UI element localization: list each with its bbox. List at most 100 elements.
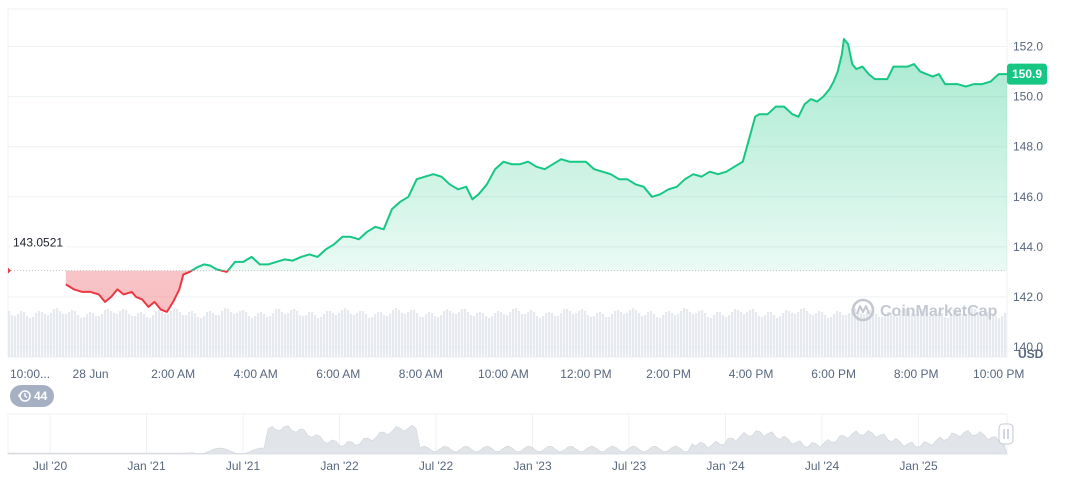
data-point[interactable] [152,299,157,304]
data-point[interactable] [241,259,246,264]
data-point[interactable] [177,287,182,292]
data-point[interactable] [616,177,621,182]
data-point[interactable] [773,104,778,109]
data-point[interactable] [340,234,345,239]
data-point[interactable] [674,184,679,189]
data-point[interactable] [740,159,745,164]
data-point[interactable] [724,169,729,174]
data-point[interactable] [866,72,871,77]
data-point[interactable] [854,67,859,72]
data-point[interactable] [164,309,169,314]
data-point[interactable] [365,229,370,234]
data-point[interactable] [526,159,531,164]
data-point[interactable] [266,262,271,267]
history-badge-bg[interactable] [10,385,54,407]
data-point[interactable] [839,52,844,57]
data-point[interactable] [63,282,68,287]
data-point[interactable] [835,69,840,74]
data-point[interactable] [96,292,101,297]
data-point[interactable] [943,82,948,87]
data-point[interactable] [955,82,960,87]
data-point[interactable] [802,102,807,107]
data-point[interactable] [484,182,489,187]
data-point[interactable] [158,307,163,312]
data-point[interactable] [912,62,917,67]
data-point[interactable] [80,289,85,294]
data-point[interactable] [224,269,229,274]
data-point[interactable] [567,159,572,164]
data-point[interactable] [831,79,836,84]
data-point[interactable] [257,262,262,267]
data-point[interactable] [121,292,126,297]
data-point[interactable] [765,112,770,117]
data-point[interactable] [996,72,1001,77]
data-point[interactable] [732,164,737,169]
data-point[interactable] [808,97,813,102]
data-point[interactable] [422,174,427,179]
data-point[interactable] [109,294,114,299]
data-point[interactable] [608,172,613,177]
data-point[interactable] [517,162,522,167]
data-point[interactable] [464,184,469,189]
data-point[interactable] [971,82,976,87]
data-point[interactable] [103,299,108,304]
price-line-layer[interactable] [63,37,1009,315]
data-point[interactable] [691,172,696,177]
data-point[interactable] [716,172,721,177]
data-point[interactable] [633,182,638,187]
data-point[interactable] [233,259,238,264]
data-point[interactable] [891,64,896,69]
data-point[interactable] [821,94,826,99]
data-point[interactable] [348,234,353,239]
data-point[interactable] [398,199,403,204]
data-point[interactable] [381,227,386,232]
data-point[interactable] [140,297,145,302]
data-point[interactable] [850,62,855,67]
data-point[interactable] [332,242,337,247]
data-point[interactable] [356,237,361,242]
data-point[interactable] [918,69,923,74]
data-point[interactable] [290,258,295,263]
data-point[interactable] [88,289,93,294]
data-point[interactable] [550,162,555,167]
data-point[interactable] [133,294,138,299]
data-point[interactable] [592,167,597,172]
data-point[interactable] [658,192,663,197]
data-point[interactable] [988,79,993,84]
data-point[interactable] [897,64,902,69]
data-point[interactable] [129,289,134,294]
data-point[interactable] [282,257,287,262]
data-point[interactable] [827,87,832,92]
data-point[interactable] [885,77,890,82]
data-point[interactable] [936,72,941,77]
data-point[interactable] [493,167,498,172]
range-navigator[interactable]: Jul '20 Jan '21 Jul '21 Jan '22 Jul '22 Jan '… [7,413,1014,473]
price-line-up[interactable] [66,38,1007,312]
data-point[interactable] [476,192,481,197]
data-point[interactable] [509,162,514,167]
data-point[interactable] [202,262,207,267]
data-point[interactable] [389,207,394,212]
data-point[interactable] [879,77,884,82]
data-point[interactable] [315,254,320,259]
data-point[interactable] [872,77,877,82]
data-point[interactable] [815,99,820,104]
data-point[interactable] [641,184,646,189]
data-point[interactable] [323,247,328,252]
data-point[interactable] [171,299,176,304]
data-point[interactable] [187,269,192,274]
data-point[interactable] [846,42,851,47]
data-point[interactable] [115,287,120,292]
data-point[interactable] [841,37,846,42]
data-point[interactable] [439,174,444,179]
data-point[interactable] [683,177,688,182]
data-point[interactable] [963,84,968,89]
data-point[interactable] [470,197,475,202]
data-point[interactable] [583,159,588,164]
data-point[interactable] [707,169,712,174]
data-point[interactable] [905,64,910,69]
data-point[interactable] [455,187,460,192]
data-point[interactable] [625,177,630,182]
